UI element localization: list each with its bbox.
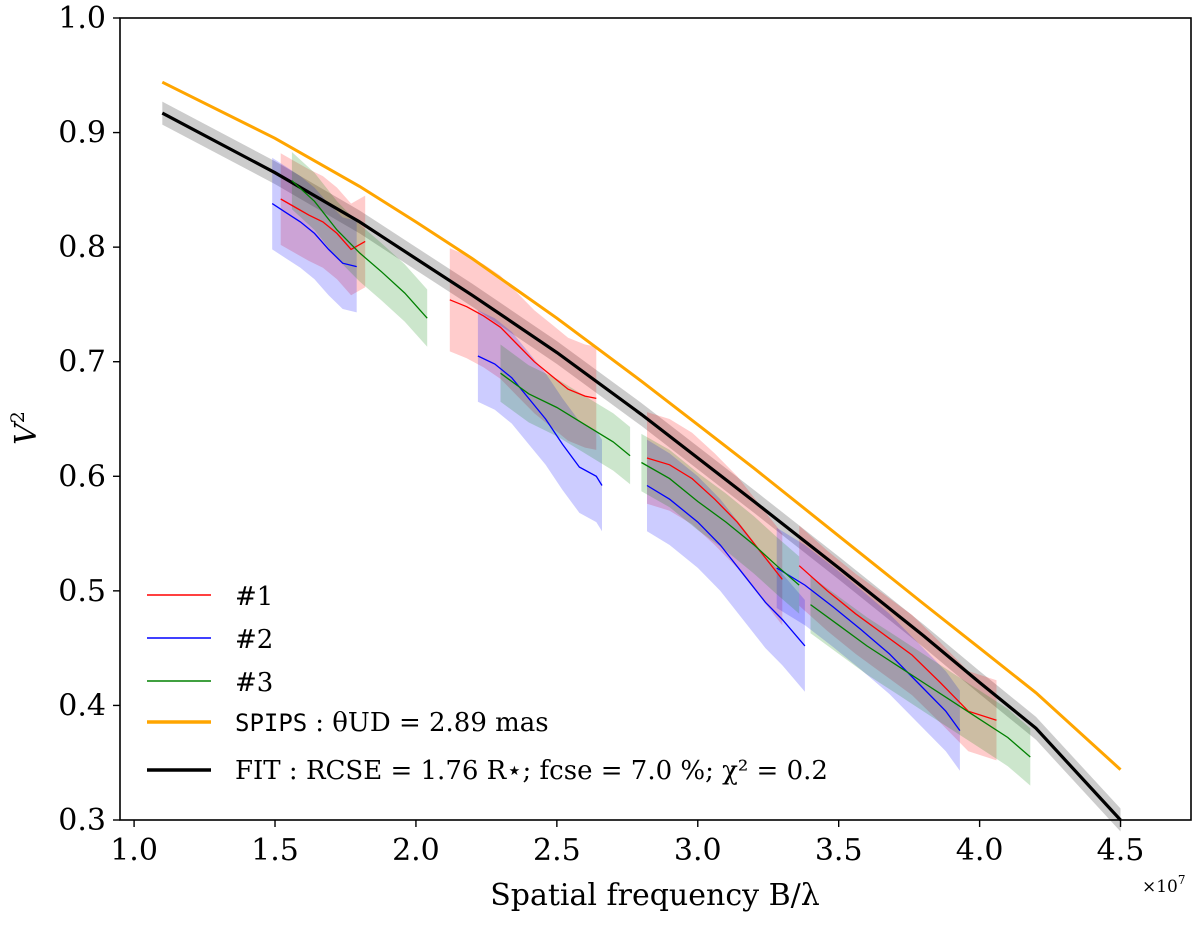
- y-axis-ticks: 0.3 0.4 0.5 0.6 0.7 0.8 0.9 1.0: [58, 1, 120, 838]
- x-tick-label: 1.0: [110, 833, 158, 868]
- series-1-band-3: [647, 412, 783, 626]
- series-2-line-3: [646, 484, 806, 647]
- y-tick-label: 0.9: [58, 116, 106, 151]
- y-axis-title: V2: [7, 411, 44, 445]
- y-tick-label: 0.5: [58, 574, 106, 609]
- series-3-line-3: [641, 461, 800, 586]
- series-2-band-4: [776, 527, 960, 771]
- spips-curve: [161, 80, 1122, 771]
- series-3-line-2: [500, 372, 631, 457]
- legend-label-s1: #1: [235, 582, 273, 612]
- x-tick-label: 3.5: [815, 833, 863, 868]
- series-2-line-1: [271, 203, 357, 268]
- series-1-band-4: [799, 525, 997, 761]
- legend-label-spips: SPIPS : θUD = 2.89 mas: [235, 708, 549, 738]
- series-2-band-2: [477, 310, 602, 532]
- series-3-band-2: [500, 344, 631, 485]
- series-3-band-3: [641, 433, 800, 614]
- y-axis-title-base: V: [9, 420, 44, 445]
- x-axis-title: Spatial frequency B/λ: [490, 878, 820, 913]
- x-tick-label: 2.0: [392, 833, 440, 868]
- model-curves: [161, 80, 1122, 822]
- legend-label-spips-name: SPIPS: [235, 709, 307, 737]
- fit-curve: [161, 111, 1122, 822]
- x-axis-multiplier-base: ×10: [1142, 877, 1178, 897]
- series-1-line-2: [449, 299, 597, 400]
- series-1-band-2: [449, 248, 597, 450]
- series-2-line-4: [776, 567, 961, 731]
- legend-label-s3: #3: [235, 668, 273, 698]
- y-tick-label: 0.3: [58, 803, 106, 838]
- legend: #1 #2 #3 SPIPS : θUD = 2.89 mas FIT : RCS…: [147, 582, 828, 786]
- y-tick-label: 0.8: [58, 230, 106, 265]
- legend-label-s2: #2: [235, 625, 273, 655]
- legend-label-fit: FIT : RCSE = 1.76 R⋆; fcse = 7.0 %; χ² =…: [235, 756, 828, 786]
- y-tick-label: 0.7: [58, 345, 106, 380]
- x-tick-label: 4.0: [956, 833, 1004, 868]
- y-tick-label: 1.0: [58, 1, 106, 36]
- y-tick-label: 0.6: [58, 459, 106, 494]
- x-axis-multiplier: ×107: [1142, 873, 1186, 897]
- series-2-line-2: [477, 355, 603, 486]
- legend-label-spips-rest: : θUD = 2.89 mas: [315, 708, 548, 738]
- data-lines: [271, 180, 1031, 758]
- y-tick-label: 0.4: [58, 688, 106, 723]
- y-axis-title-sup: 2: [7, 411, 29, 423]
- x-tick-label: 1.5: [251, 833, 299, 868]
- error-bands: [162, 101, 1121, 832]
- x-axis-ticks: 1.0 1.5 2.0 2.5 3.0 3.5 4.0 4.5: [110, 820, 1144, 868]
- x-tick-label: 3.0: [674, 833, 722, 868]
- series-2-band-1: [272, 157, 357, 313]
- fit-band: [162, 101, 1121, 832]
- x-axis-multiplier-exp: 7: [1178, 873, 1186, 887]
- x-tick-label: 2.5: [533, 833, 581, 868]
- series-1-line-1: [280, 198, 366, 251]
- series-1-line-4: [798, 565, 997, 721]
- series-2-band-3: [647, 439, 805, 692]
- series-3-line-4: [810, 604, 1031, 758]
- x-tick-label: 4.5: [1097, 833, 1145, 868]
- plot-frame: [119, 17, 1192, 821]
- series-3-line-1: [291, 180, 428, 319]
